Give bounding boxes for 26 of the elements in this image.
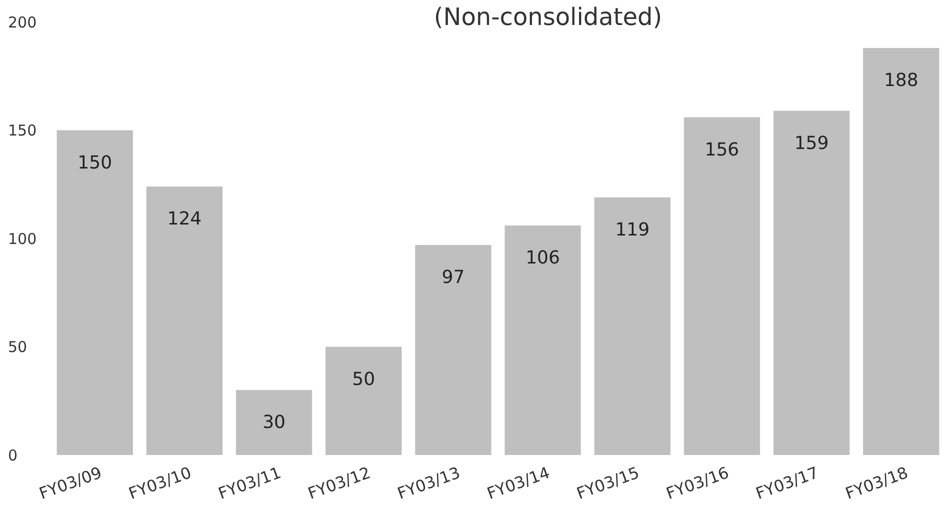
data-label: 119 <box>615 219 650 240</box>
data-label: 188 <box>884 70 918 91</box>
data-label: 159 <box>794 132 829 154</box>
bar <box>146 186 223 455</box>
y-tick-label: 200 <box>8 13 37 32</box>
data-label: 30 <box>262 412 286 434</box>
bar <box>863 48 940 455</box>
data-label: 106 <box>526 248 560 269</box>
data-label: 150 <box>78 152 112 174</box>
bar <box>326 346 402 455</box>
y-tick-label: 150 <box>8 122 37 140</box>
bar <box>236 390 312 455</box>
bar <box>684 117 760 455</box>
bar <box>773 110 850 455</box>
data-label: 156 <box>704 139 740 160</box>
bar <box>504 226 581 455</box>
bar <box>594 197 670 455</box>
y-tick-label: 0 <box>8 446 18 464</box>
y-tick-label: 100 <box>8 230 37 248</box>
chart-title: (Non-consolidated) <box>434 3 662 31</box>
data-label: 97 <box>442 266 465 288</box>
bar <box>415 244 492 455</box>
bar <box>56 130 133 455</box>
data-label: 124 <box>167 208 202 230</box>
data-label: 50 <box>352 368 376 390</box>
y-tick-label: 50 <box>8 338 28 356</box>
